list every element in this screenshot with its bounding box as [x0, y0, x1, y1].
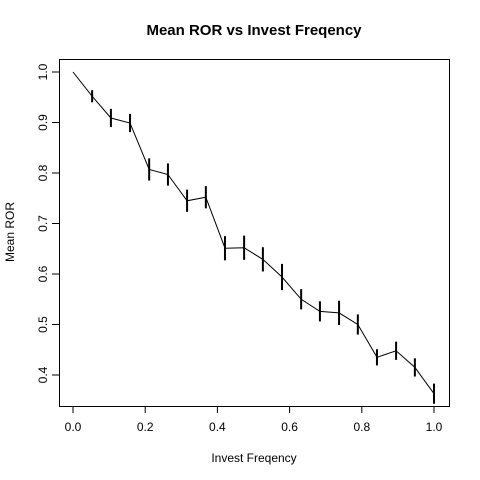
x-tick-label: 0.6 [281, 420, 298, 434]
y-tick-label: 0.7 [36, 215, 50, 232]
y-axis: 0.4 0.5 0.6 0.7 0.8 0.9 1.0 [36, 63, 60, 383]
x-tick-label: 1.0 [426, 420, 443, 434]
x-tick-label: 0.2 [137, 420, 154, 434]
series-mean-ror [72, 71, 435, 404]
plot-area [59, 59, 450, 407]
y-tick-label: 1.0 [36, 63, 50, 80]
x-axis-label: Invest Freqency [211, 451, 296, 465]
y-tick-label: 0.8 [36, 164, 50, 181]
y-axis-label: Mean ROR [3, 202, 17, 262]
x-axis: 0.0 0.2 0.4 0.6 0.8 1.0 [65, 406, 443, 434]
y-tick-label: 0.4 [36, 366, 50, 383]
y-tick-label: 0.5 [36, 316, 50, 333]
y-tick-label: 0.6 [36, 265, 50, 282]
y-tick-label: 0.9 [36, 114, 50, 131]
series-line [72, 71, 435, 394]
x-tick-label: 0.0 [65, 420, 82, 434]
x-tick-label: 0.4 [209, 420, 226, 434]
x-tick-label: 0.8 [353, 420, 370, 434]
chart-title: Mean ROR vs Invest Freqency [146, 22, 362, 39]
